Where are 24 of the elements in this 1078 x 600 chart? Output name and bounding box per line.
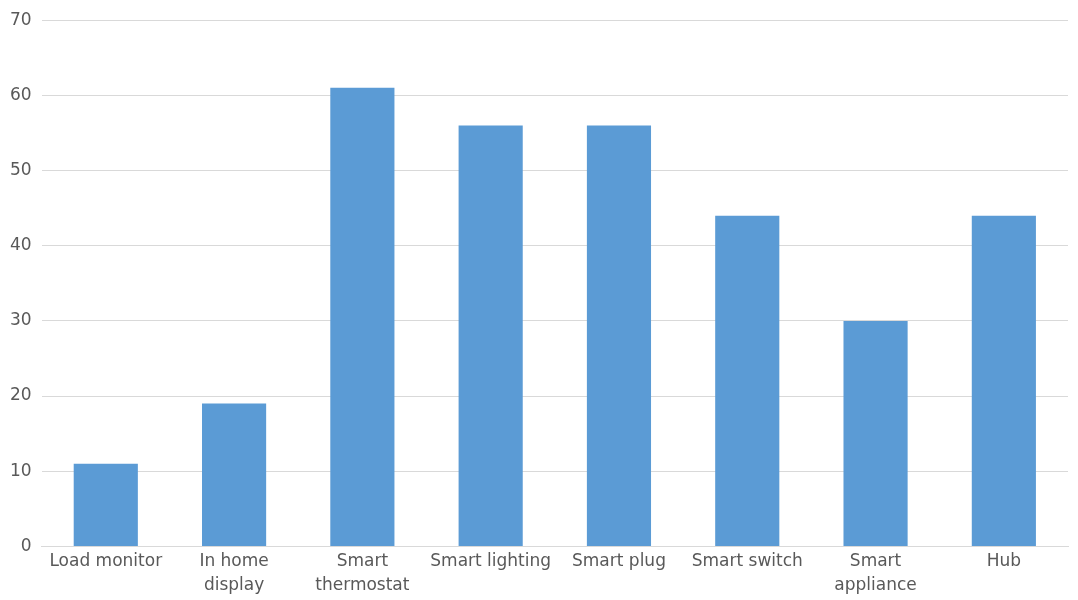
bar <box>458 125 523 546</box>
x-tick-label: Hub <box>986 549 1022 570</box>
y-tick-label: 0 <box>20 534 32 555</box>
x-tick-label: Smart plug <box>572 549 666 570</box>
y-tick-label: 40 <box>9 234 32 255</box>
x-tick-label: Smart switch <box>691 549 803 570</box>
y-tick-label: 60 <box>9 83 32 104</box>
y-tick-label: 30 <box>9 309 32 330</box>
y-tick-label: 20 <box>9 384 32 405</box>
bar <box>843 320 908 546</box>
x-tick-label: Load monitor <box>49 549 163 570</box>
bar <box>971 215 1036 546</box>
x-tick-label: Smart thermostat <box>315 549 410 594</box>
y-tick-label: 50 <box>9 158 32 179</box>
x-tick-label: Smart appliance <box>834 549 917 594</box>
bar <box>73 463 138 546</box>
bar <box>202 403 267 546</box>
y-tick-label: 70 <box>9 8 32 29</box>
bar <box>330 87 395 546</box>
x-tick-label: In home display <box>199 549 269 594</box>
y-tick-label: 10 <box>9 459 32 480</box>
bar <box>586 125 652 546</box>
bar <box>715 215 780 546</box>
x-tick-label: Smart lighting <box>430 549 552 570</box>
